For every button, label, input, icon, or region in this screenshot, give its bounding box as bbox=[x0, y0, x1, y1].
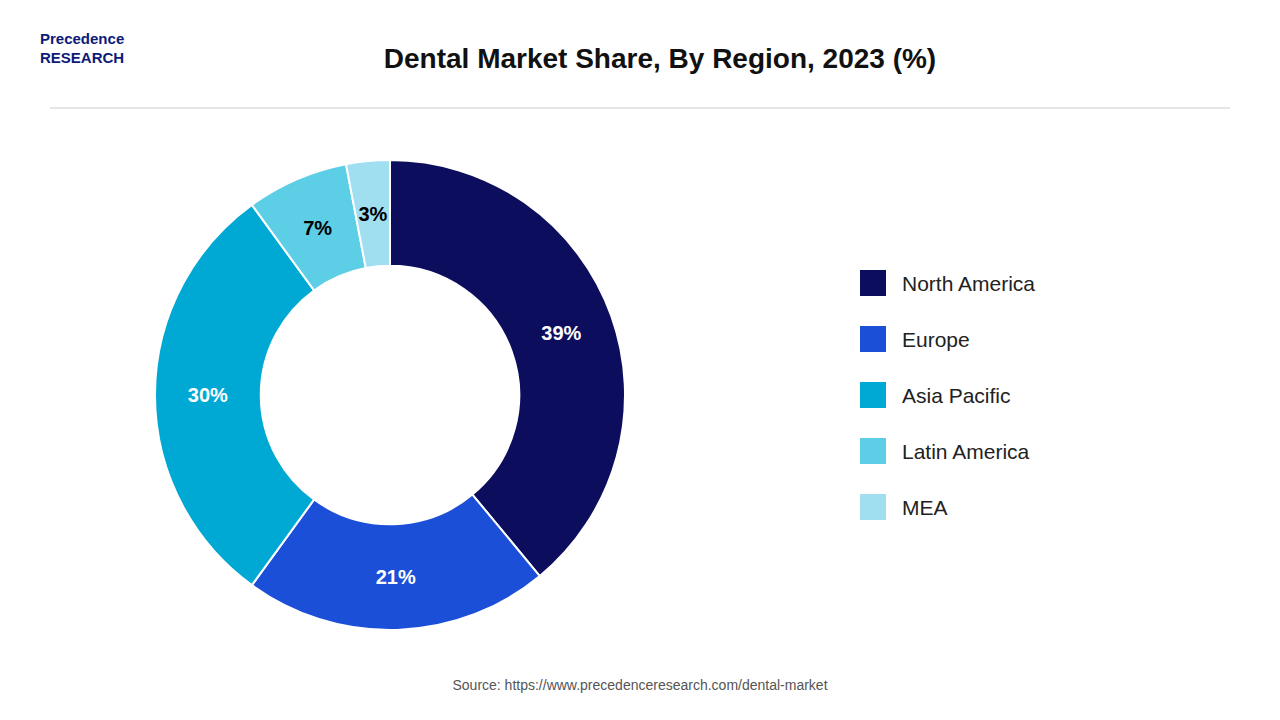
title: Dental Market Share, By Region, 2023 (%) bbox=[384, 43, 936, 74]
legend-swatch bbox=[860, 382, 886, 408]
data-label: 30% bbox=[188, 384, 228, 406]
chart: Dental Market Share, By Region, 2023 (%)… bbox=[0, 0, 1280, 720]
source-text: Source: https://www.precedenceresearch.c… bbox=[452, 677, 827, 693]
data-label: 3% bbox=[358, 203, 387, 225]
legend-label: MEA bbox=[902, 496, 948, 519]
annotation-line: RESEARCH bbox=[40, 49, 124, 66]
chart-container: Dental Market Share, By Region, 2023 (%)… bbox=[0, 0, 1280, 720]
data-label: 7% bbox=[303, 217, 332, 239]
legend: North America Europe Asia Pacific Latin Ame… bbox=[860, 270, 1035, 520]
data-label: 39% bbox=[541, 322, 581, 344]
background bbox=[0, 0, 1280, 720]
data-labels: 39% 21% 30% 7% 3% bbox=[188, 203, 582, 588]
legend-label: Europe bbox=[902, 328, 970, 351]
donut-slice bbox=[155, 205, 314, 585]
legend-swatch bbox=[860, 270, 886, 296]
legend-swatch bbox=[860, 494, 886, 520]
annotation-line: Source: https://www.precedenceresearch.c… bbox=[452, 677, 827, 693]
legend-label: North America bbox=[902, 272, 1035, 295]
legend-label: Asia Pacific bbox=[902, 384, 1011, 407]
legend-label: Latin America bbox=[902, 440, 1030, 463]
donut-slice bbox=[346, 160, 390, 268]
annotation-line: Precedence bbox=[40, 30, 124, 47]
donut bbox=[155, 160, 625, 630]
logo-text: Precedence RESEARCH bbox=[40, 30, 124, 66]
donut-slice bbox=[390, 160, 625, 576]
separator bbox=[50, 108, 1230, 109]
data-label: 21% bbox=[376, 566, 416, 588]
legend-swatch bbox=[860, 438, 886, 464]
legend-swatch bbox=[860, 326, 886, 352]
